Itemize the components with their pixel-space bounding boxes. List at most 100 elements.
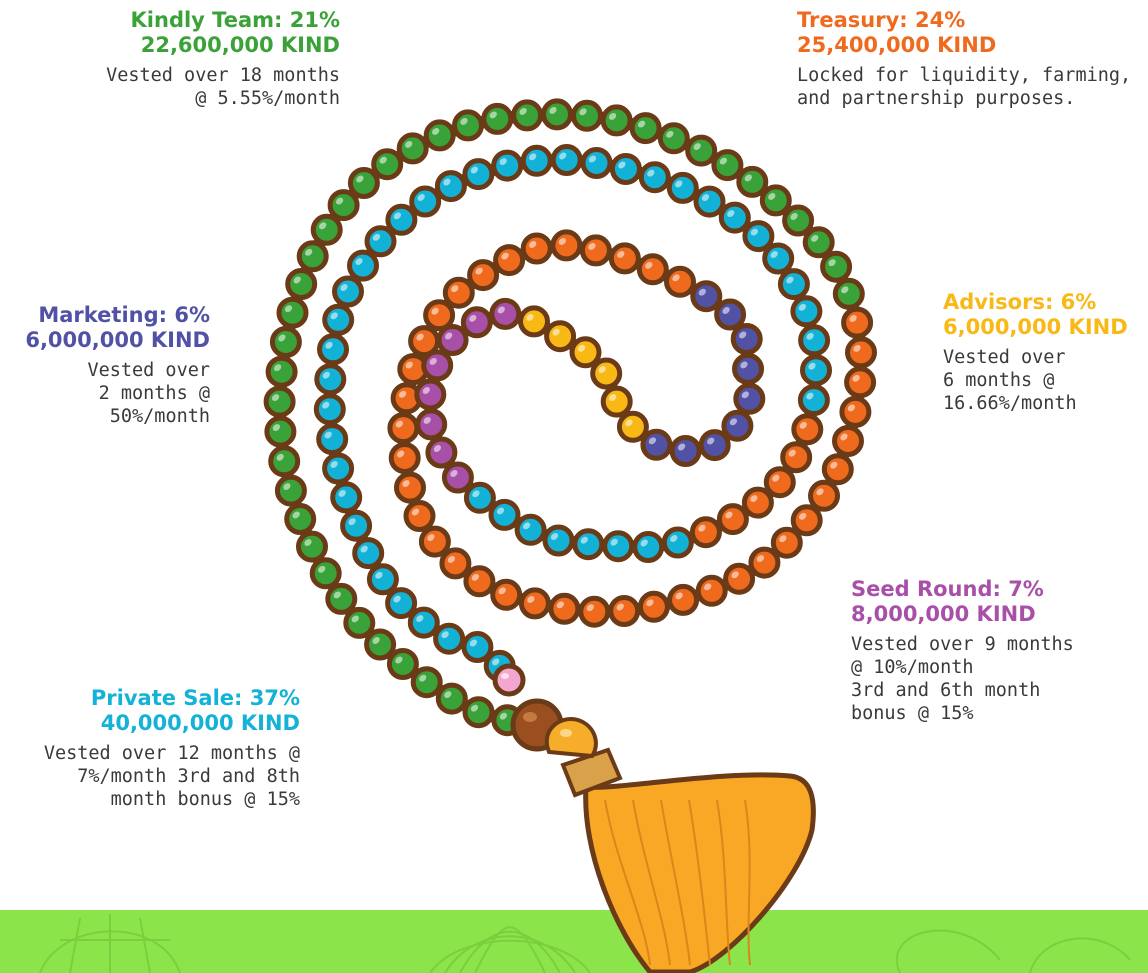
- beads: [263, 98, 877, 741]
- marketing-amount: 6,000,000 KIND: [25, 328, 210, 352]
- marketing-title: Marketing: 6%: [38, 303, 210, 327]
- bead: [632, 531, 665, 563]
- bead: [616, 410, 649, 443]
- bead: [808, 479, 840, 512]
- bead: [741, 486, 774, 519]
- bead: [844, 366, 877, 399]
- bead: [518, 305, 550, 338]
- bead: [821, 453, 854, 486]
- pink-bead: [492, 663, 526, 697]
- bead: [629, 112, 662, 145]
- bead: [436, 324, 469, 356]
- bead: [845, 336, 877, 369]
- bead: [403, 500, 436, 532]
- bead: [371, 148, 404, 181]
- advisors-description: Vested over 6 months @ 16.66%/month: [943, 347, 1077, 414]
- bead: [669, 435, 702, 467]
- bead: [721, 409, 754, 442]
- bead: [569, 336, 602, 369]
- tassel: [544, 717, 816, 973]
- bead: [490, 578, 523, 611]
- bead: [802, 226, 835, 259]
- bead: [435, 682, 468, 715]
- kindly-team-label: Kindly Team: 21% 22,600,000 KIND Vested …: [106, 8, 340, 110]
- bead: [388, 442, 421, 474]
- bead: [685, 134, 718, 167]
- bead: [387, 412, 420, 445]
- bead: [600, 385, 633, 418]
- bead: [309, 557, 342, 590]
- bead: [284, 503, 317, 535]
- bead: [347, 249, 379, 282]
- bead: [640, 428, 673, 461]
- bead: [544, 320, 577, 353]
- bead: [511, 99, 544, 132]
- treasury-description: Locked for liquidity, farming, and partn…: [797, 65, 1132, 109]
- bead: [439, 547, 472, 580]
- bead: [832, 425, 864, 457]
- bead: [518, 587, 551, 620]
- bead: [714, 298, 747, 331]
- bead: [296, 240, 329, 273]
- bead: [736, 165, 769, 198]
- bead: [664, 265, 696, 298]
- advisors-label: Advisors: 6% 6,000,000 KIND Vested over …: [943, 290, 1128, 415]
- bead: [322, 452, 355, 485]
- seed-round-label: Seed Round: 7% 8,000,000 KIND Vested ove…: [851, 577, 1074, 725]
- bead: [730, 323, 763, 355]
- bead: [285, 268, 318, 300]
- bead: [718, 201, 751, 234]
- bead: [332, 275, 364, 308]
- bead: [602, 530, 635, 563]
- seed-round-amount: 8,000,000 KIND: [851, 602, 1036, 626]
- bead: [385, 203, 418, 236]
- bead: [414, 378, 447, 411]
- bead: [550, 144, 583, 176]
- bead: [460, 306, 493, 339]
- bead: [264, 415, 297, 448]
- bead: [327, 189, 360, 222]
- tassel-assembly: [492, 663, 816, 973]
- bead: [340, 509, 373, 542]
- private-sale-title: Private Sale: 37%: [90, 686, 300, 710]
- bead: [423, 299, 456, 332]
- bead: [711, 149, 744, 182]
- bead: [330, 481, 363, 514]
- bead: [762, 242, 795, 275]
- bead: [386, 648, 419, 680]
- bead: [296, 530, 328, 563]
- bead: [421, 349, 454, 382]
- seed-round-description: Vested over 9 months @ 10%/month 3rd and…: [851, 634, 1074, 724]
- bead: [347, 167, 380, 199]
- bead: [732, 352, 764, 385]
- bead: [820, 250, 853, 283]
- bead: [661, 526, 694, 559]
- kindly-team-title: Kindly Team: 21%: [130, 8, 340, 32]
- treasury-amount: 25,400,000 KIND: [797, 33, 997, 57]
- treasury-label: Treasury: 24% 25,400,000 KIND Locked for…: [797, 8, 1131, 110]
- bead: [467, 259, 500, 292]
- bead: [441, 461, 474, 494]
- bead: [274, 474, 307, 507]
- bead: [667, 583, 700, 616]
- bead: [798, 324, 831, 357]
- bead: [462, 696, 495, 729]
- bead: [317, 333, 349, 366]
- bead: [265, 355, 298, 388]
- bead: [364, 628, 397, 661]
- bead: [600, 104, 633, 137]
- bead: [396, 132, 429, 165]
- marketing-description: Vested over 2 months @ 50%/month: [87, 360, 210, 427]
- bead: [463, 481, 496, 514]
- bead: [541, 98, 573, 131]
- bead: [733, 382, 766, 415]
- bead: [638, 161, 671, 194]
- bead: [452, 109, 484, 142]
- bead: [742, 220, 775, 253]
- bead: [352, 537, 385, 570]
- bead: [409, 185, 442, 218]
- bead: [325, 582, 358, 615]
- kindly-team-description: Vested over 18 months @ 5.55%/month: [106, 65, 340, 109]
- bead: [636, 253, 669, 286]
- bead: [780, 441, 813, 474]
